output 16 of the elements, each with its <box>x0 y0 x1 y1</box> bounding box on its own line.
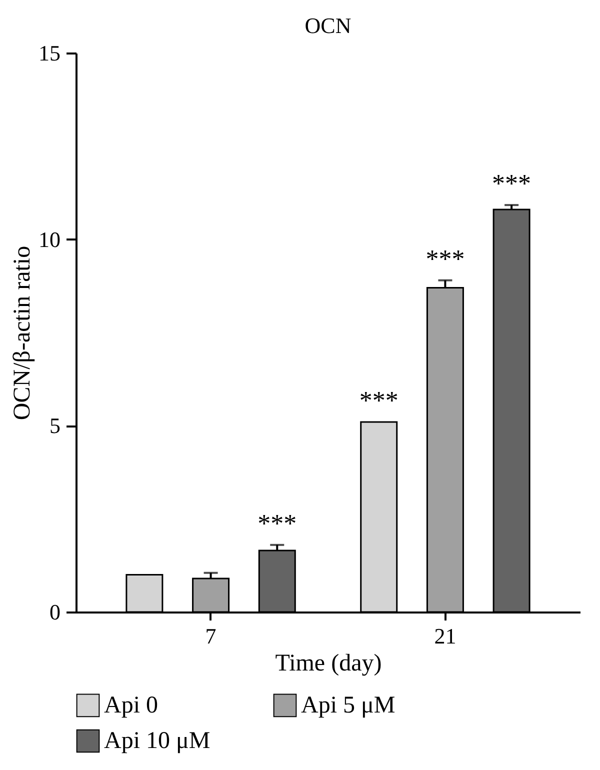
x-axis-title: Time (day) <box>275 650 382 676</box>
legend-label: Api 0 <box>104 692 158 718</box>
legend-label: Api 5 μM <box>301 692 396 718</box>
data-label: *** <box>359 386 398 415</box>
data-label: *** <box>492 169 532 198</box>
x-tick-label: 21 <box>434 624 456 648</box>
data-label: *** <box>258 508 297 538</box>
legend-label: Api 10 μM <box>104 728 210 754</box>
chart-title: OCN <box>304 13 352 38</box>
y-tick-label: 10 <box>38 226 60 252</box>
y-tick-label: 5 <box>50 413 60 438</box>
x-tick-label: 7 <box>205 624 216 648</box>
y-tick-label: 0 <box>50 600 60 624</box>
y-tick-label: 15 <box>38 40 60 66</box>
data-label: *** <box>426 244 465 274</box>
y-axis-title: OCN/β-actin ratio <box>10 246 36 420</box>
